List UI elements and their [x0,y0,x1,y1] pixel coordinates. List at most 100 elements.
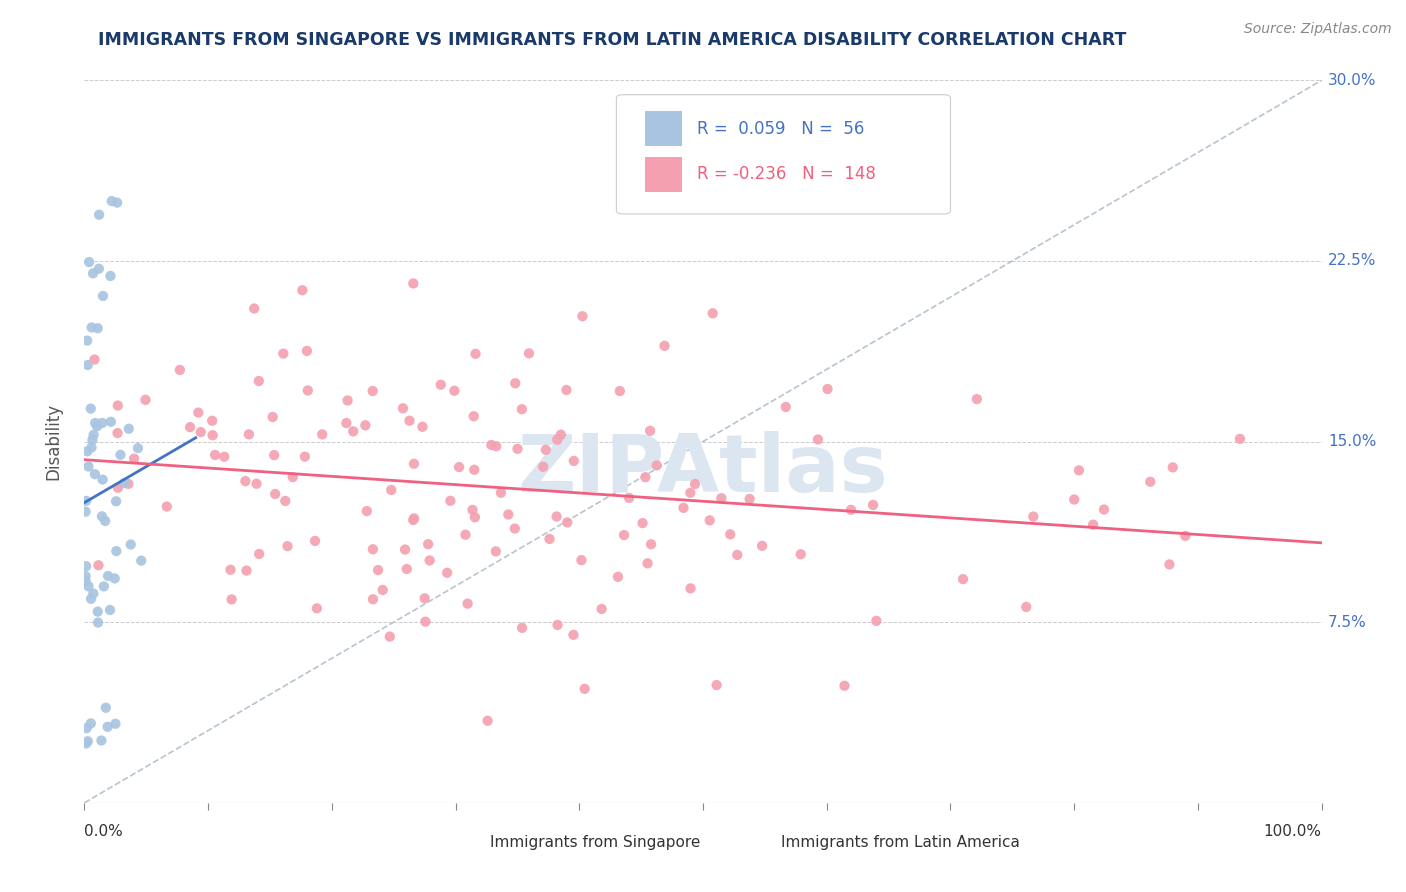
Point [562,454,585,468]
Point [134,392,156,407]
Point [463,409,485,424]
Point [839,503,862,517]
Point [738,491,761,506]
Point [120,537,142,551]
Text: Source: ZipAtlas.com: Source: ZipAtlas.com [1244,22,1392,37]
Point [281,470,304,484]
Point [510,621,533,635]
Point [75,559,97,574]
Point [392,401,415,416]
Point [395,562,418,576]
Point [1159,558,1181,572]
Point [75,569,97,583]
Point [84,416,107,430]
Point [1139,475,1161,489]
Point [245,476,267,491]
Point [83,352,105,367]
Point [107,425,129,440]
Point [93,579,115,593]
Point [117,477,139,491]
Point [449,460,471,475]
Point [91,509,114,524]
Point [506,442,529,456]
Point [274,494,297,508]
Point [402,277,425,291]
Point [190,425,212,439]
Point [371,582,394,597]
Point [75,505,97,519]
Point [718,527,741,541]
Point [80,401,103,416]
Point [76,734,98,748]
Point [104,571,127,585]
Point [591,602,613,616]
Point [304,533,326,548]
Point [807,433,830,447]
Point [110,448,132,462]
Point [75,736,97,750]
Point [550,427,572,442]
Point [1229,432,1251,446]
Point [80,591,103,606]
Point [637,557,659,571]
Point [247,547,270,561]
Point [361,592,384,607]
Point [415,615,437,629]
Point [100,415,122,429]
Point [361,384,384,398]
Point [235,564,257,578]
Point [479,438,502,452]
Point [87,558,110,573]
Point [76,334,98,348]
Point [305,601,328,615]
Point [1081,517,1104,532]
Point [169,363,191,377]
Point [187,406,209,420]
Point [498,508,520,522]
Point [645,458,668,473]
Point [112,476,135,491]
Point [335,416,357,430]
Point [416,537,439,551]
Point [179,420,201,434]
Point [297,384,319,398]
Point [76,721,98,735]
Text: 7.5%: 7.5% [1327,615,1367,630]
Point [104,716,127,731]
Point [295,343,318,358]
Point [342,425,364,439]
Point [402,511,425,525]
Point [80,716,103,731]
Point [118,422,141,436]
Point [87,605,110,619]
Point [394,542,416,557]
Point [100,268,122,283]
Point [243,301,266,316]
Point [966,392,988,406]
Point [634,470,657,484]
Point [86,321,108,335]
Point [107,399,129,413]
Point [609,384,631,398]
Point [464,347,486,361]
Point [638,424,661,438]
Point [454,527,477,541]
Text: Disability: Disability [45,403,62,480]
Point [419,553,441,567]
Text: Immigrants from Latin America: Immigrants from Latin America [780,835,1019,850]
Point [77,255,100,269]
Point [640,537,662,551]
Point [105,494,128,508]
Point [87,615,110,630]
Point [91,289,114,303]
Point [94,514,117,528]
FancyBboxPatch shape [645,112,682,146]
Point [510,402,533,417]
Point [1022,509,1045,524]
Point [710,491,733,505]
Text: ZIPAtlas: ZIPAtlas [517,432,889,509]
Point [439,493,461,508]
Point [654,339,676,353]
Point [100,194,122,208]
Text: R =  0.059   N =  56: R = 0.059 N = 56 [697,120,865,137]
